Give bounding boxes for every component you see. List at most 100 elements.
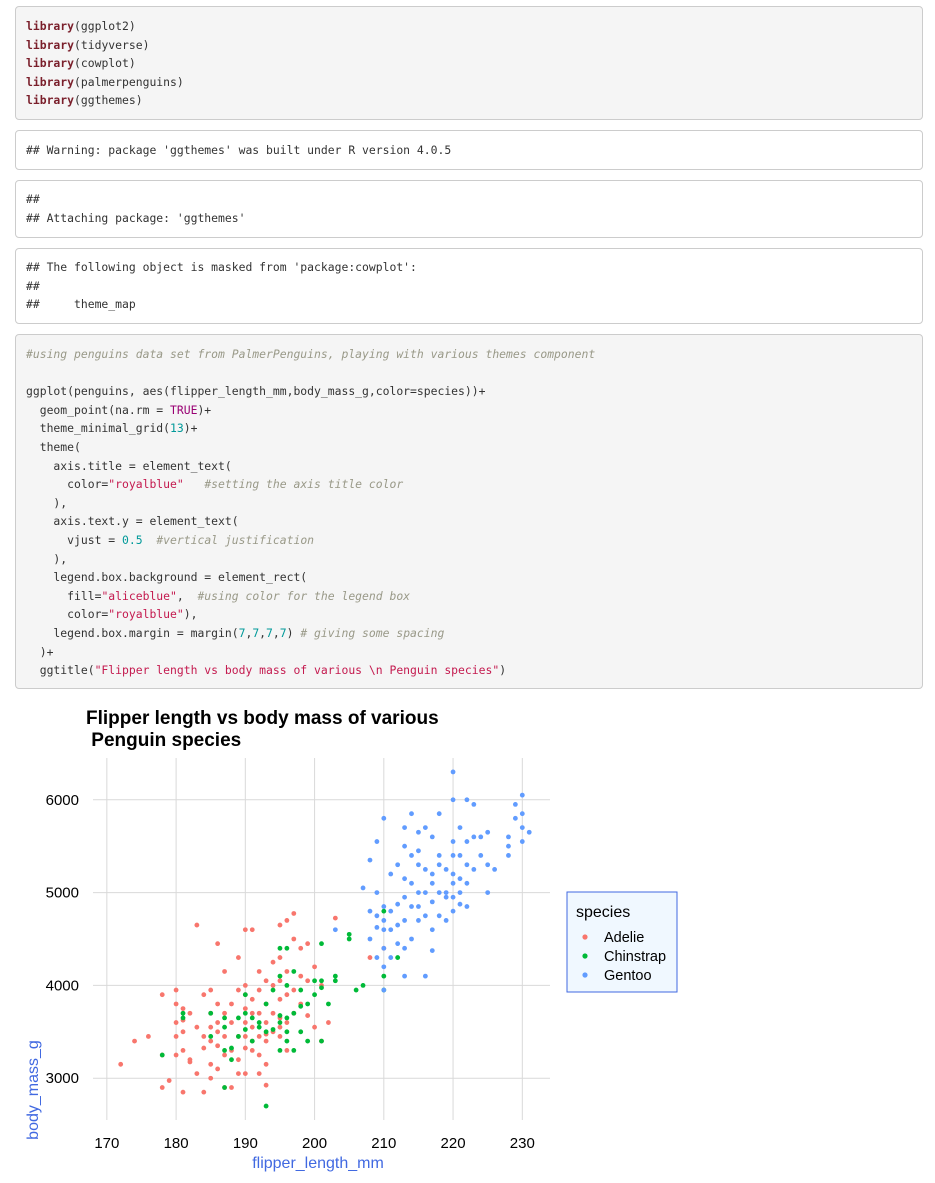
data-point — [298, 1003, 304, 1009]
data-point — [291, 911, 297, 916]
data-point — [229, 1045, 234, 1051]
data-point — [180, 1006, 186, 1012]
data-point — [332, 915, 338, 921]
data-point — [457, 890, 463, 895]
data-point — [381, 815, 387, 821]
data-point — [422, 973, 428, 979]
data-point — [402, 825, 407, 831]
data-point — [381, 964, 387, 970]
scatter-plot: Flipper length vs body mass of various P… — [25, 708, 678, 1172]
data-point — [381, 973, 387, 979]
data-point — [402, 876, 407, 882]
data-point — [409, 904, 414, 909]
data-point — [450, 797, 456, 803]
legend-label: Adelie — [604, 930, 644, 946]
code-line: color= — [26, 477, 109, 492]
data-point — [402, 843, 407, 849]
data-point — [429, 880, 435, 886]
output-lines: ## The following object is masked from '… — [16, 258, 922, 314]
data-point — [526, 829, 532, 835]
data-point — [263, 1001, 269, 1007]
output-masked: ## The following object is masked from '… — [15, 248, 923, 324]
data-point — [506, 853, 511, 858]
data-point — [256, 1020, 262, 1025]
data-point — [277, 1020, 283, 1025]
data-point — [242, 983, 248, 988]
data-point — [236, 955, 241, 960]
data-point — [298, 973, 304, 979]
data-point — [450, 871, 456, 877]
data-point — [180, 1089, 186, 1095]
data-point — [429, 834, 435, 840]
legend-items: Adelie Chinstrap Gentoo — [582, 930, 666, 984]
data-point — [173, 1001, 179, 1007]
data-point — [429, 927, 435, 933]
data-point — [346, 936, 352, 942]
data-point — [409, 880, 414, 886]
data-point — [222, 1085, 227, 1090]
code-fn: library — [26, 37, 75, 52]
output-lines: ## ## Attaching package: 'ggthemes' — [16, 190, 922, 227]
code-arg: (ggplot2) — [74, 19, 136, 33]
data-point — [416, 848, 421, 854]
data-point — [298, 945, 304, 951]
data-point — [222, 1034, 227, 1039]
data-point — [180, 1010, 186, 1016]
code-comment: # giving some spacing — [300, 625, 445, 640]
data-point — [319, 941, 324, 947]
data-point — [381, 904, 387, 909]
output-line: ## theme_map — [26, 297, 136, 312]
code-line: ), — [183, 607, 198, 622]
code-line: color= — [26, 607, 109, 622]
data-point — [312, 992, 317, 998]
data-point — [312, 1024, 317, 1030]
data-point — [519, 811, 525, 817]
data-point — [319, 978, 324, 984]
data-point — [284, 1047, 290, 1053]
data-point — [464, 880, 470, 886]
data-point — [402, 973, 407, 979]
data-point — [374, 913, 380, 919]
data-point — [464, 797, 470, 803]
data-point — [208, 987, 214, 993]
code-line: theme_minimal_grid( — [26, 421, 171, 436]
data-point — [180, 1047, 186, 1053]
data-point — [436, 913, 442, 919]
x-tick-label: 230 — [510, 1135, 535, 1152]
data-point — [229, 1085, 234, 1090]
data-point — [222, 1052, 227, 1058]
data-point — [506, 834, 511, 840]
data-point — [242, 1045, 248, 1051]
data-point — [242, 1027, 248, 1032]
data-point — [236, 1015, 241, 1021]
data-point — [457, 853, 463, 858]
data-point — [422, 866, 428, 872]
output-attaching: ## ## Attaching package: 'ggthemes' — [15, 180, 923, 238]
data-point — [485, 829, 491, 835]
data-point — [194, 922, 200, 928]
data-point — [485, 862, 491, 868]
code-comment: #using color for the legend box — [197, 588, 411, 603]
data-point — [395, 901, 401, 907]
data-point — [312, 964, 317, 970]
data-point — [173, 1052, 179, 1058]
data-point — [215, 1043, 221, 1049]
data-point — [249, 1038, 255, 1044]
data-point — [319, 1038, 324, 1044]
code-number: 7 — [252, 625, 260, 640]
data-point — [180, 1015, 186, 1021]
data-point — [284, 945, 290, 951]
data-point — [409, 853, 414, 858]
code-fn: library — [26, 56, 75, 71]
code-fn: library — [26, 74, 75, 89]
y-tick-label: 3000 — [46, 1070, 79, 1087]
data-point — [229, 1001, 234, 1007]
data-point — [284, 983, 290, 988]
data-point — [429, 871, 435, 877]
data-point — [256, 1034, 262, 1039]
data-point — [450, 880, 456, 886]
data-point — [457, 876, 463, 882]
data-point — [450, 908, 456, 914]
data-point — [436, 811, 442, 817]
data-point — [187, 1010, 193, 1016]
